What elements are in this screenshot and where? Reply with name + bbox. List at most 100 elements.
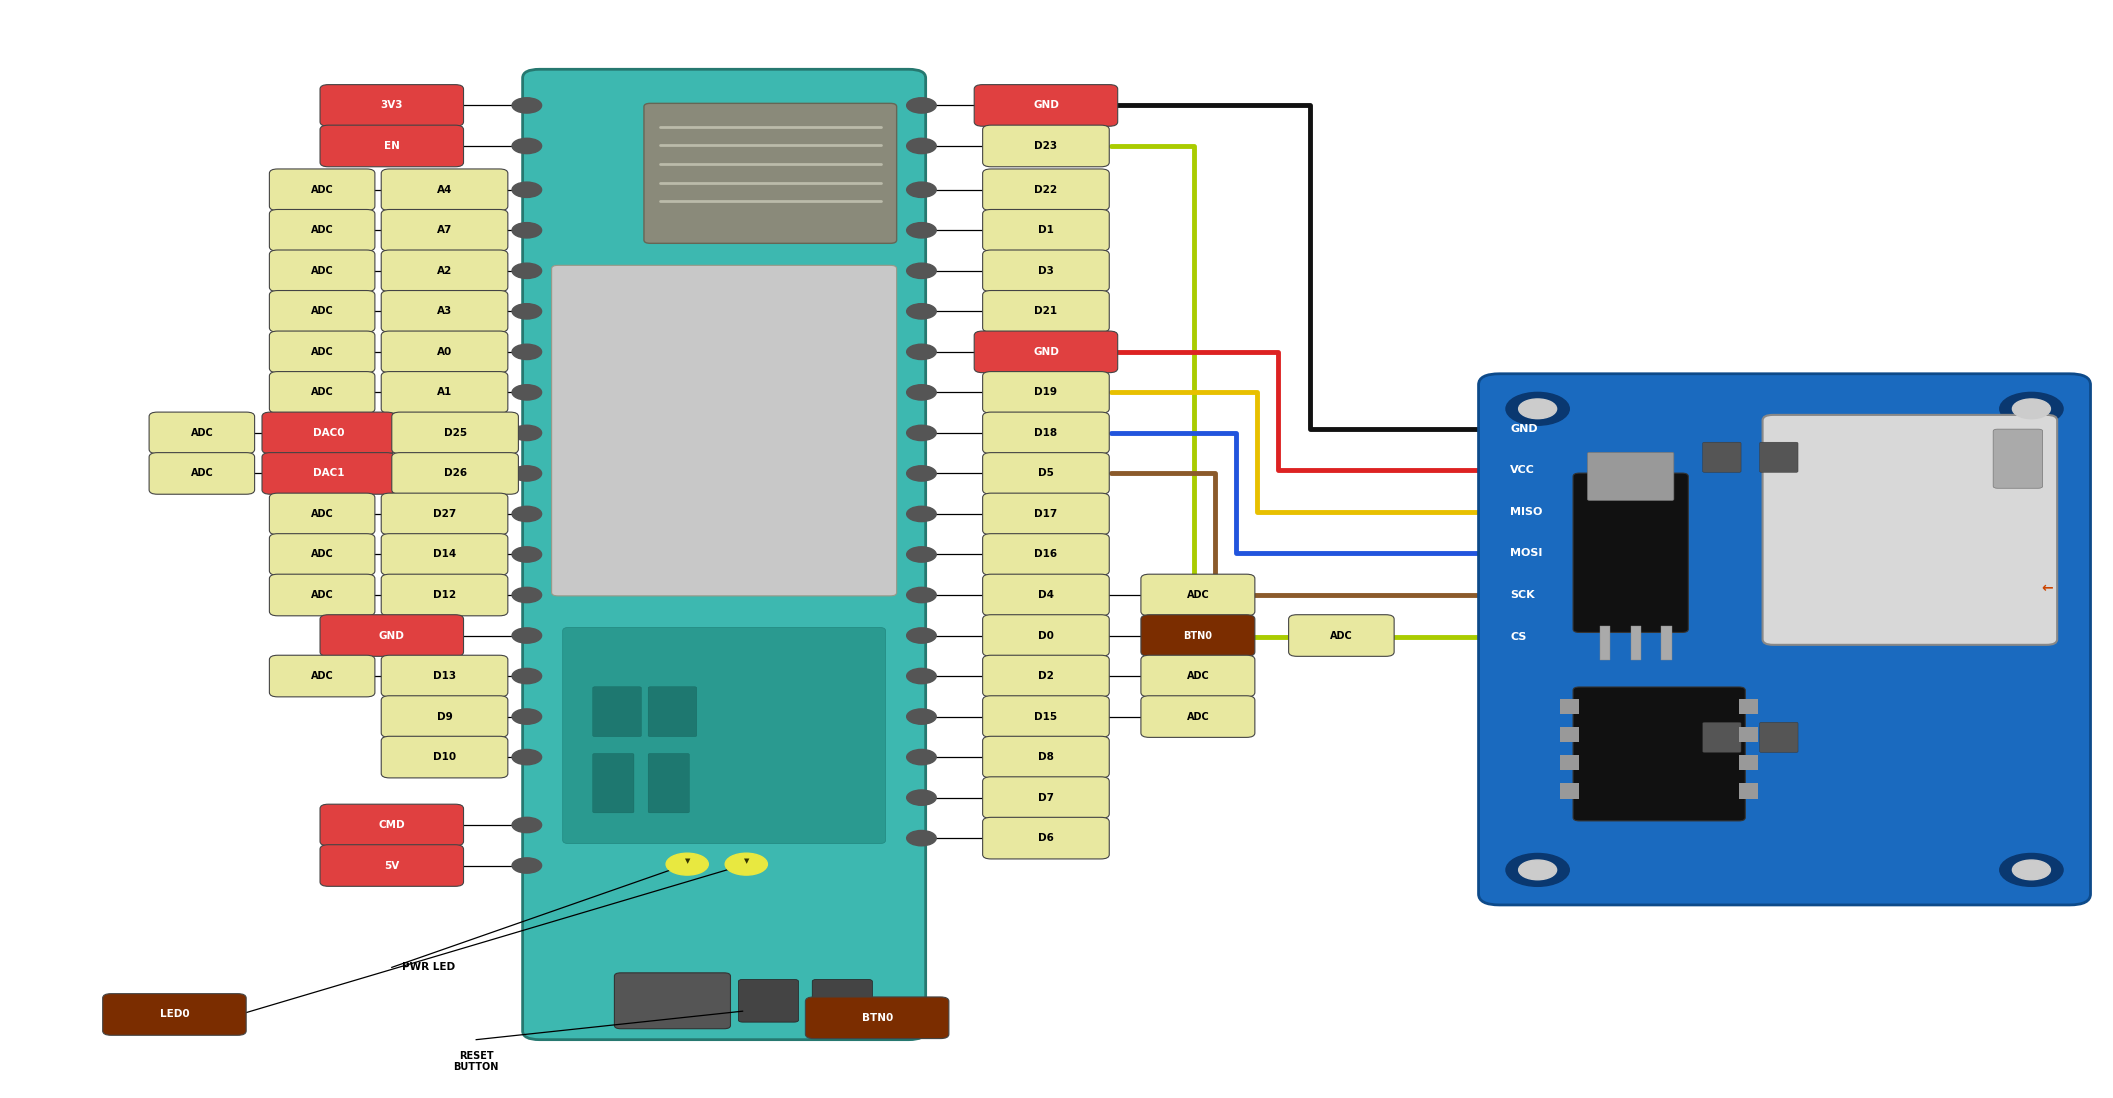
Text: ADC: ADC	[311, 388, 334, 397]
FancyBboxPatch shape	[983, 291, 1109, 333]
Text: D5: D5	[1037, 469, 1054, 479]
FancyBboxPatch shape	[1572, 473, 1688, 632]
FancyBboxPatch shape	[104, 994, 247, 1035]
FancyBboxPatch shape	[268, 210, 374, 251]
Text: D9: D9	[437, 712, 452, 721]
Bar	[1739, 755, 1758, 771]
FancyBboxPatch shape	[562, 627, 885, 843]
FancyBboxPatch shape	[1141, 656, 1255, 697]
Circle shape	[511, 138, 541, 154]
Text: A4: A4	[437, 184, 452, 194]
Circle shape	[1519, 399, 1557, 418]
FancyBboxPatch shape	[391, 412, 518, 453]
FancyBboxPatch shape	[1289, 615, 1395, 657]
FancyBboxPatch shape	[737, 979, 799, 1022]
FancyBboxPatch shape	[983, 452, 1109, 494]
Circle shape	[511, 466, 541, 481]
Text: D8: D8	[1037, 752, 1054, 762]
Circle shape	[511, 182, 541, 198]
FancyBboxPatch shape	[380, 656, 507, 697]
FancyBboxPatch shape	[380, 493, 507, 535]
Text: ADC: ADC	[190, 428, 213, 438]
Bar	[1600, 626, 1610, 660]
Text: ADC: ADC	[311, 225, 334, 235]
FancyBboxPatch shape	[1141, 615, 1255, 657]
Text: CMD: CMD	[378, 820, 406, 830]
Text: A7: A7	[437, 225, 452, 235]
FancyBboxPatch shape	[1141, 574, 1255, 616]
Text: ADC: ADC	[311, 549, 334, 560]
FancyBboxPatch shape	[551, 266, 896, 596]
Text: D16: D16	[1035, 549, 1056, 560]
Text: RESET
BUTTON: RESET BUTTON	[454, 1051, 499, 1073]
FancyBboxPatch shape	[268, 250, 374, 292]
Circle shape	[511, 304, 541, 320]
Text: D0: D0	[1037, 630, 1054, 640]
Circle shape	[511, 817, 541, 832]
Bar	[1739, 783, 1758, 798]
Bar	[1739, 727, 1758, 742]
Text: ▼: ▼	[685, 859, 691, 864]
FancyBboxPatch shape	[380, 291, 507, 333]
Circle shape	[511, 264, 541, 279]
FancyBboxPatch shape	[983, 125, 1109, 167]
FancyBboxPatch shape	[1762, 415, 2058, 645]
Text: ADC: ADC	[1188, 671, 1209, 681]
Circle shape	[906, 789, 936, 805]
Circle shape	[906, 506, 936, 522]
FancyBboxPatch shape	[983, 776, 1109, 818]
FancyBboxPatch shape	[983, 210, 1109, 251]
Circle shape	[511, 547, 541, 562]
Text: VCC: VCC	[1511, 466, 1534, 475]
Text: 5V: 5V	[385, 861, 399, 871]
FancyBboxPatch shape	[649, 686, 697, 737]
FancyBboxPatch shape	[1479, 373, 2090, 905]
Text: D6: D6	[1037, 833, 1054, 843]
Circle shape	[906, 264, 936, 279]
Circle shape	[906, 425, 936, 440]
Circle shape	[906, 669, 936, 684]
FancyBboxPatch shape	[262, 412, 395, 453]
Text: D7: D7	[1037, 793, 1054, 803]
Text: D14: D14	[433, 549, 456, 560]
Text: D12: D12	[433, 590, 456, 600]
Circle shape	[2012, 399, 2050, 418]
Circle shape	[906, 138, 936, 154]
FancyBboxPatch shape	[268, 493, 374, 535]
Circle shape	[906, 304, 936, 320]
FancyBboxPatch shape	[983, 615, 1109, 657]
FancyBboxPatch shape	[380, 696, 507, 738]
FancyBboxPatch shape	[983, 737, 1109, 777]
FancyBboxPatch shape	[1760, 722, 1798, 752]
Circle shape	[511, 98, 541, 113]
FancyBboxPatch shape	[983, 493, 1109, 535]
Text: ADC: ADC	[190, 469, 213, 479]
Text: D27: D27	[433, 509, 456, 519]
Text: SCK: SCK	[1511, 590, 1534, 600]
Text: ADC: ADC	[1329, 630, 1352, 640]
Text: CS: CS	[1511, 631, 1526, 641]
FancyBboxPatch shape	[150, 452, 254, 494]
Circle shape	[1507, 392, 1570, 425]
Text: ADC: ADC	[311, 671, 334, 681]
FancyBboxPatch shape	[983, 817, 1109, 859]
FancyBboxPatch shape	[1760, 442, 1798, 472]
Circle shape	[906, 628, 936, 643]
FancyBboxPatch shape	[522, 69, 925, 1040]
Text: D10: D10	[433, 752, 456, 762]
Text: ←: ←	[2041, 582, 2052, 595]
Circle shape	[906, 98, 936, 113]
Text: GND: GND	[1033, 100, 1059, 111]
Text: D1: D1	[1037, 225, 1054, 235]
FancyBboxPatch shape	[983, 250, 1109, 292]
FancyBboxPatch shape	[974, 85, 1118, 126]
Text: ADC: ADC	[1188, 590, 1209, 600]
FancyBboxPatch shape	[268, 656, 374, 697]
Text: D4: D4	[1037, 590, 1054, 600]
Circle shape	[725, 853, 767, 875]
Circle shape	[511, 344, 541, 359]
FancyBboxPatch shape	[262, 452, 395, 494]
FancyBboxPatch shape	[1703, 442, 1741, 472]
Circle shape	[511, 587, 541, 603]
FancyBboxPatch shape	[983, 412, 1109, 453]
